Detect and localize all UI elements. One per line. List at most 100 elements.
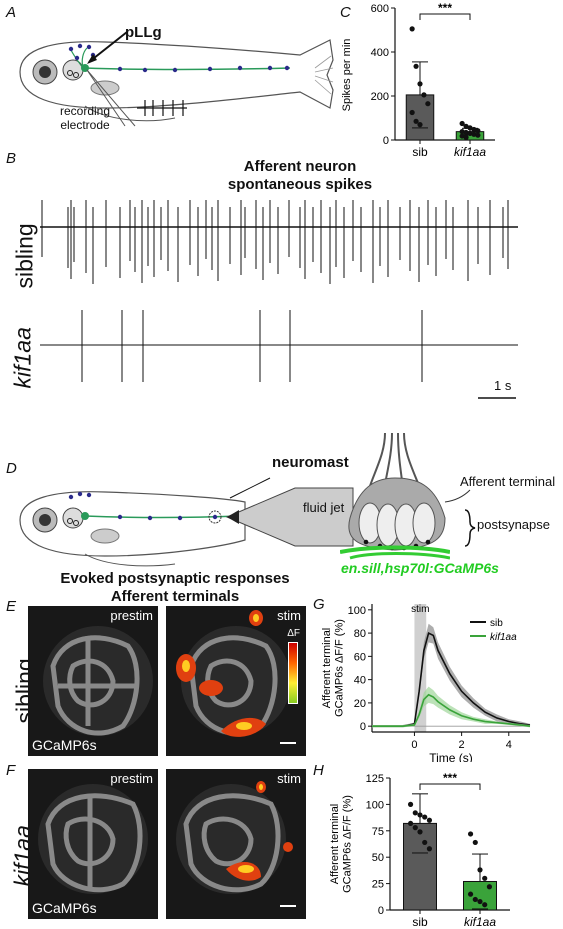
panel-label-g: G	[313, 596, 325, 613]
micrograph-e-prestim: prestim GCaMP6s	[28, 606, 158, 756]
significance-bracket	[419, 783, 481, 790]
data-point	[412, 825, 418, 831]
data-point	[407, 820, 414, 827]
stim-label-e: stim	[277, 608, 301, 623]
neuromast-diagram	[340, 432, 450, 560]
significance-bracket	[419, 13, 471, 20]
y-tick-label: 60	[354, 651, 366, 663]
data-point	[463, 129, 469, 136]
panel-label-a: A	[6, 4, 17, 21]
y-tick-label: 100	[366, 799, 384, 811]
data-point	[472, 896, 478, 903]
data-point	[459, 129, 465, 135]
panel-label-d: D	[6, 460, 17, 477]
y-tick-label: 0	[360, 721, 366, 733]
data-point	[459, 133, 465, 139]
data-point	[426, 846, 433, 852]
data-point	[471, 126, 477, 133]
y-tick-label: 200	[371, 91, 389, 103]
pllg-label: pLLg	[125, 24, 162, 41]
prestim-label-f: prestim	[110, 771, 153, 786]
panel-ef-title: Evoked postsynaptic responses Afferent t…	[35, 570, 315, 606]
larva-fluid-jet-schematic-d	[19, 477, 354, 567]
data-point	[417, 829, 423, 835]
scale-bar-label: 1 s	[494, 378, 512, 393]
stim-window	[414, 604, 427, 732]
panel-label-h: H	[313, 762, 324, 779]
data-point	[409, 109, 415, 116]
y-tick-label: 0	[378, 905, 384, 917]
scale-bar-f	[280, 905, 296, 907]
error-band-kif1aa	[372, 686, 530, 728]
data-point	[413, 118, 419, 124]
data-point	[471, 131, 477, 137]
colorbar	[288, 642, 298, 704]
neuromast-annotations	[444, 489, 476, 547]
data-point	[413, 63, 419, 69]
panel-b-title-line1: Afferent neuron	[243, 158, 357, 175]
x-tick-label-kif1aa: kif1aa	[464, 915, 496, 928]
data-point	[475, 128, 481, 134]
data-point	[459, 120, 465, 127]
chart-c: 0 200 400 600 sib kif1aa *** Spikes per min	[341, 1, 495, 159]
data-point	[475, 132, 481, 138]
data-point	[425, 101, 431, 107]
data-point	[407, 801, 414, 807]
panel-label-b: B	[6, 150, 17, 167]
panel-b-title: Afferent neuron spontaneous spikes	[160, 158, 440, 194]
panel-ef-title-line2: Afferent terminals	[110, 588, 240, 605]
prestim-label-e: prestim	[110, 608, 153, 623]
panel-label-c: C	[340, 4, 351, 21]
postsynapse-label: postsynapse	[477, 517, 550, 532]
data-point	[417, 81, 423, 87]
bar-sib	[405, 94, 435, 141]
stim-label: stim	[411, 604, 429, 615]
data-point	[486, 884, 493, 890]
y-axis-label: Afferent terminalGCaMP6s ΔF/F (%)	[321, 619, 346, 717]
data-point	[477, 867, 483, 873]
y-tick-label: 50	[372, 852, 384, 864]
y-tick-label: 125	[366, 773, 384, 785]
data-point	[412, 810, 418, 816]
gcamp-label-f: GCaMP6s	[32, 900, 97, 916]
transgene-label: en.sill,hsp70l:GCaMP6s	[341, 560, 499, 576]
row-label-sibling-b: sibling	[11, 223, 38, 289]
data-point	[422, 839, 428, 846]
data-point	[482, 902, 488, 908]
neuromast-label: neuromast	[272, 454, 349, 471]
y-tick-label: 80	[354, 628, 366, 640]
gcamp-label-e: GCaMP6s	[32, 737, 97, 753]
x-axis-label: Time (s)	[429, 751, 473, 762]
data-point	[421, 92, 427, 98]
recording-electrode-label: recording electrode	[60, 104, 111, 132]
data-point	[409, 26, 415, 32]
y-tick-label: 75	[372, 826, 384, 838]
data-point	[463, 123, 469, 129]
x-tick-label-kif1aa: kif1aa	[454, 145, 486, 159]
data-point	[467, 130, 473, 136]
data-point	[477, 898, 483, 905]
data-point	[422, 814, 428, 820]
x-tick-label: 0	[411, 739, 417, 751]
panel-label-e: E	[6, 598, 17, 615]
y-axis-label: Spikes per min	[341, 39, 353, 112]
legend-label-sib: sib	[490, 618, 503, 629]
x-tick-label: 2	[459, 739, 465, 751]
fluid-jet-label: fluid jet	[303, 500, 345, 515]
data-point	[463, 134, 469, 140]
data-point	[417, 122, 423, 128]
data-point	[472, 839, 478, 846]
significance-label: ***	[438, 1, 452, 15]
y-axis-label: Afferent terminalGCaMP6s ΔF/F (%)	[329, 795, 354, 893]
y-tick-label: 600	[371, 3, 389, 15]
delta-f-label: ΔF	[287, 628, 300, 639]
data-point	[467, 831, 474, 837]
panel-ef-title-line1: Evoked postsynaptic responses	[60, 570, 290, 587]
significance-label: ***	[443, 771, 457, 785]
spike-traces-b	[40, 200, 518, 399]
data-point	[417, 812, 423, 818]
afferent-terminal-label: Afferent terminal	[460, 474, 556, 489]
legend-label-kif1aa: kif1aa	[490, 632, 517, 643]
y-tick-label: 20	[354, 698, 366, 710]
bar-sib	[403, 822, 437, 911]
